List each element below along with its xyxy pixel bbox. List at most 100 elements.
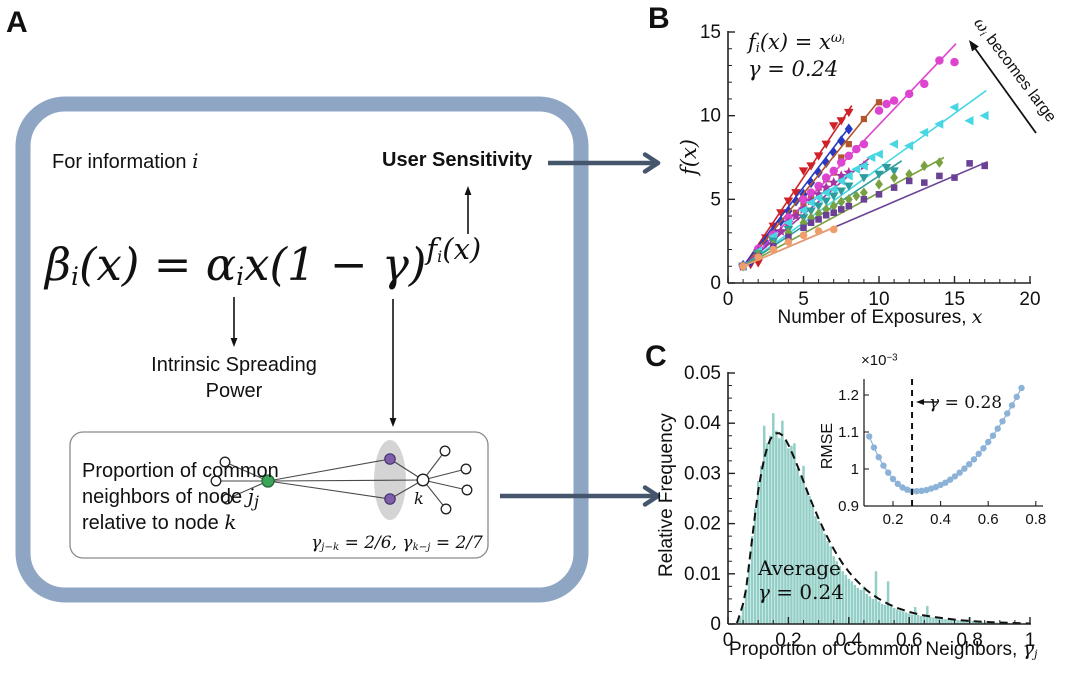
node-j-label: j (254, 492, 259, 511)
b-xlabel-var: x (971, 306, 983, 328)
b-ylabel: f(x) (677, 139, 701, 176)
intrinsic-line2: Power (205, 380, 263, 402)
box-line2-pre: neighbors of node (82, 486, 248, 508)
svg-text:0.6: 0.6 (896, 630, 922, 651)
svg-text:10: 10 (868, 289, 889, 310)
inset-ylabel: RMSE (819, 422, 836, 470)
avg-line2: γ = 0.24 (758, 580, 844, 604)
panel-c-plot: 0 0.2 0.4 0.6 0.8 1 0 0.01 0.02 0.03 0.04 0.05 0.2 0.… (684, 363, 1046, 651)
svg-text:0.01: 0.01 (684, 564, 721, 585)
svg-text:20: 20 (1019, 289, 1040, 310)
inset-annotation: γ = 0.28 (929, 393, 1002, 413)
b-xlabel-pre: Number of Exposures, (777, 307, 972, 328)
formula-exp-f: f (426, 232, 438, 266)
svg-text:10: 10 (700, 106, 721, 127)
svg-text:0: 0 (710, 273, 721, 294)
svg-text:0.4: 0.4 (930, 511, 951, 528)
svg-text:0.2: 0.2 (775, 630, 801, 651)
svg-text:0: 0 (723, 630, 734, 651)
for-information-var: i (192, 149, 199, 173)
formula-exponent: fi(x) (426, 232, 481, 266)
formula-body: x(1 − γ) (244, 238, 427, 291)
user-sensitivity-text: User Sensitivity (382, 149, 533, 171)
formula-sub-i: i (71, 261, 79, 291)
svg-text:0.03: 0.03 (684, 463, 721, 484)
b-eq-f: f (748, 30, 756, 54)
svg-text:1: 1 (851, 461, 859, 478)
beta-formula: βi(x) = αix(1 − γ)fi(x) (45, 232, 481, 291)
formula-exp-sub: i (437, 247, 443, 267)
panel-b-label: B (648, 2, 670, 35)
svg-text:0.05: 0.05 (684, 363, 721, 384)
svg-text:5: 5 (710, 189, 721, 210)
inset-annot-gamma: γ (929, 393, 940, 413)
inset-scale-exp: −3 (886, 352, 898, 364)
svg-text:0.2: 0.2 (883, 511, 904, 528)
b-xlabel: Number of Exposures, x (750, 306, 1010, 329)
c-xlabel-gamma: γ (1022, 638, 1034, 660)
svg-text:15: 15 (944, 289, 965, 310)
panel-b-plot: 0 5 10 15 20 0 5 10 15 (700, 22, 1041, 310)
b-eq-exp: ωi (831, 30, 845, 46)
inset-scale-label: ×10−3 (861, 352, 898, 369)
box-line1: Proportion of common (82, 460, 279, 482)
svg-text:0: 0 (710, 614, 721, 635)
svg-text:1.1: 1.1 (838, 424, 859, 441)
svg-text:0.9: 0.9 (838, 498, 859, 515)
c-xlabel: Proportion of Common Neighbors, γj (729, 638, 1038, 661)
formula-mid: (x) = α (78, 238, 237, 291)
panel-a-diagram (15, 96, 661, 603)
b-eq-mid: (x) = x (759, 30, 831, 54)
gamma1-sub: j−k (321, 542, 340, 554)
svg-text:15: 15 (700, 22, 721, 43)
inset-annot-value: = 0.28 (939, 393, 1003, 413)
svg-text:0: 0 (723, 289, 734, 310)
svg-text:1: 1 (1025, 630, 1036, 651)
svg-text:0.8: 0.8 (1025, 511, 1046, 528)
formula-exp-x: (x) (442, 232, 482, 266)
svg-text:0.6: 0.6 (978, 511, 999, 528)
c-ylabel: Relative Frequency (656, 413, 677, 577)
intrinsic-line1: Intrinsic Spreading (151, 354, 317, 376)
svg-text:0.04: 0.04 (684, 413, 721, 434)
gamma1: γ (311, 533, 322, 553)
svg-text:1.2: 1.2 (838, 387, 859, 404)
inset-scale-base: ×10 (861, 352, 887, 369)
gamma2-sub: k−j (412, 542, 431, 554)
gamma-eq2: = 2/7 (430, 533, 483, 553)
svg-text:5: 5 (798, 289, 809, 310)
svg-text:0.02: 0.02 (684, 514, 721, 535)
common-neighbors-text: Proportion of common neighbors of node j… (82, 459, 279, 536)
b-eq-omega: ω (830, 30, 842, 47)
svg-text:0.8: 0.8 (956, 630, 982, 651)
panel-c-label: C (645, 340, 667, 373)
c-xlabel-pre: Proportion of Common Neighbors, (729, 639, 1023, 660)
b-equation: fi(x) = xωi (748, 30, 845, 55)
c-average-text: Average γ = 0.24 (758, 556, 844, 604)
avg-line1: Average (758, 556, 841, 580)
panel-a-label: A (6, 6, 28, 39)
formula-sub-i2: i (236, 261, 245, 291)
gamma2: γ (402, 533, 413, 553)
b-gamma-line: γ = 0.24 (748, 57, 839, 81)
box-line3-pre: relative to node (82, 512, 225, 534)
b-eq-sub: i (755, 39, 760, 55)
box-line2-var: j (247, 484, 254, 508)
box-line3: relative to node k (82, 510, 279, 536)
box-line2: neighbors of node j (82, 484, 279, 510)
formula-beta: β (45, 238, 72, 291)
intrinsic-spreading-text: Intrinsic Spreading Power (139, 352, 329, 404)
avg-value: = 0.24 (769, 580, 844, 604)
c-xlabel-sub: j (1033, 646, 1038, 661)
gamma-ratio-formula: γj−k = 2/6, γk−j = 2/7 (297, 533, 497, 553)
for-information-pre: For information (52, 151, 193, 173)
box-line3-var: k (224, 510, 237, 534)
for-information-text: For information i (52, 149, 198, 174)
svg-text:0.4: 0.4 (836, 630, 863, 651)
b-eq-omega-sub: i (841, 35, 845, 46)
gamma-eq1: = 2/6, (339, 533, 403, 553)
avg-gamma: γ (758, 580, 770, 604)
node-k-label: k (414, 489, 424, 508)
